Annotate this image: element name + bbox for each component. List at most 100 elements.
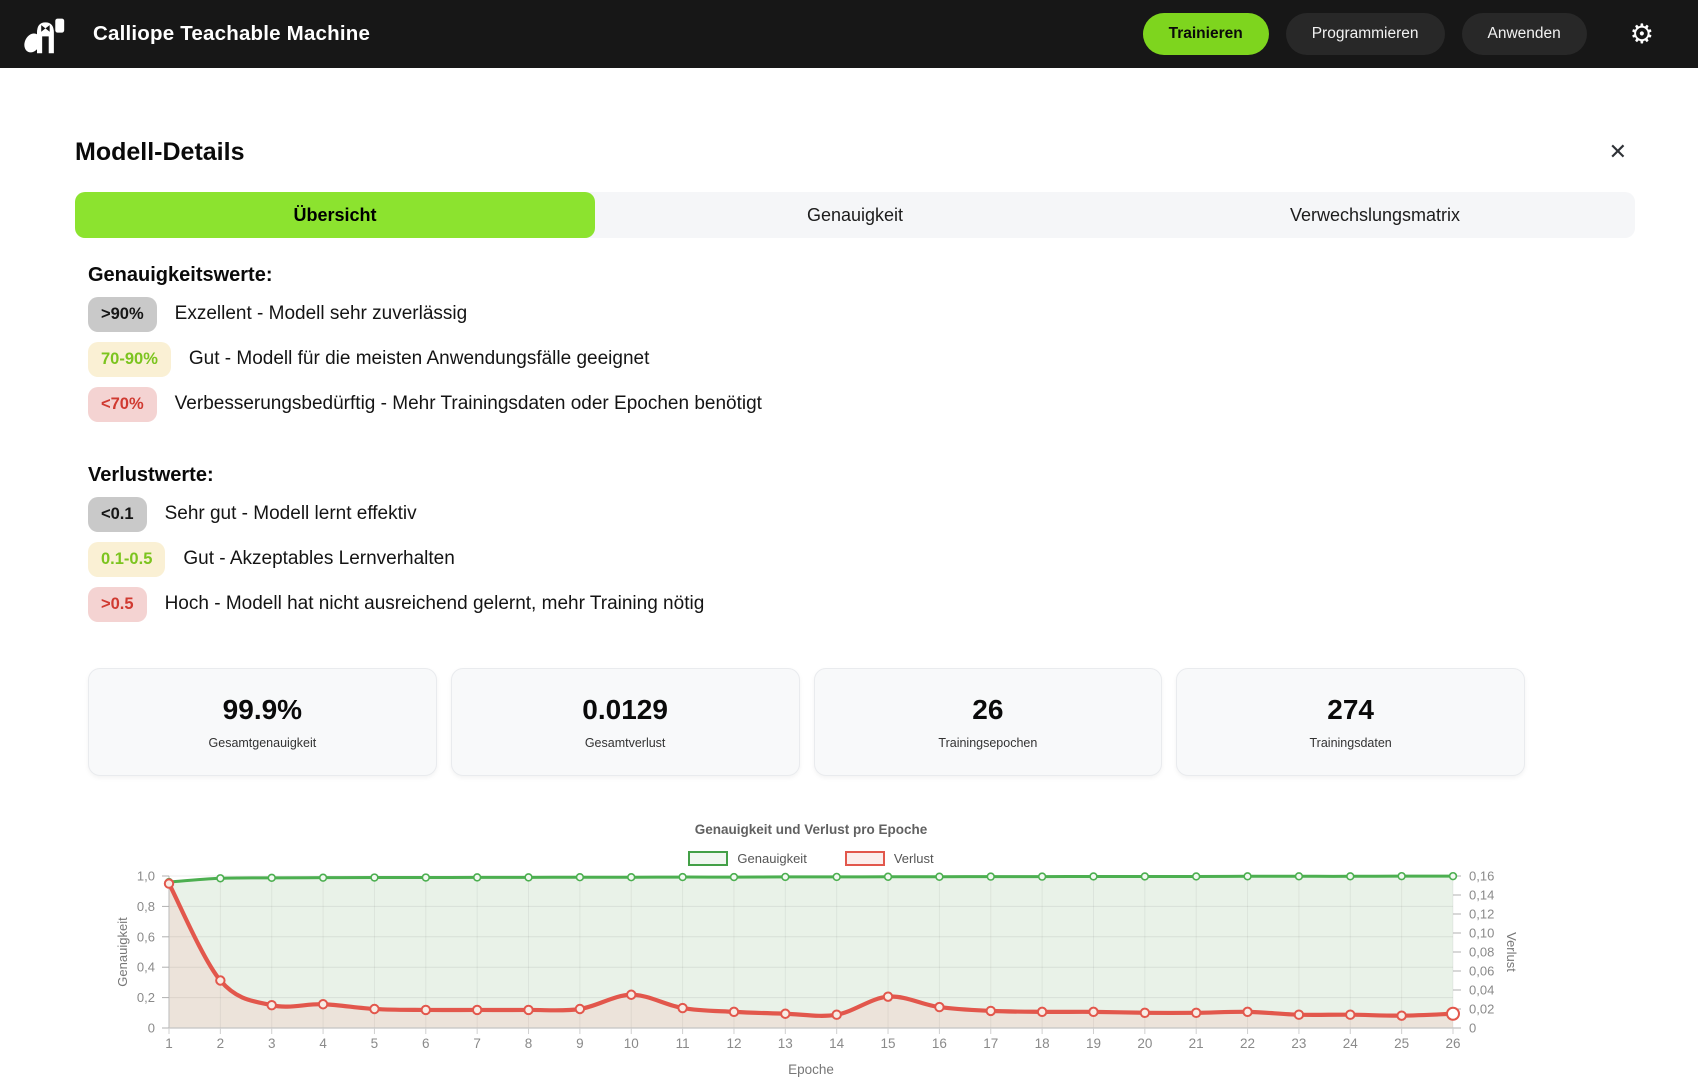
badge-gt90: >90% (88, 296, 157, 332)
svg-text:3: 3 (268, 1036, 276, 1051)
stat-label: Gesamtgenauigkeit (208, 736, 317, 750)
svg-text:5: 5 (371, 1036, 379, 1051)
loss-values-heading: Verlustwerte: (88, 464, 214, 486)
svg-text:Genauigkeit: Genauigkeit (115, 917, 130, 987)
svg-text:0: 0 (148, 1021, 155, 1036)
svg-text:22: 22 (1240, 1036, 1255, 1051)
legend-item-genauigkeit: Genauigkeit (688, 851, 807, 866)
svg-text:13: 13 (778, 1036, 793, 1051)
header-nav: Trainieren Programmieren Anwenden ⚙ (1142, 13, 1654, 55)
model-details-panel: Modell-Details ✕ Übersicht Genauigkeit V… (0, 136, 1698, 1080)
stat-card-gesamtgenauigkeit: 99.9% Gesamtgenauigkeit (88, 668, 437, 776)
nav-programmieren-button[interactable]: Programmieren (1285, 13, 1445, 55)
page-title: Modell-Details (75, 138, 245, 166)
svg-text:11: 11 (676, 1036, 690, 1051)
svg-text:26: 26 (1445, 1036, 1460, 1051)
stat-label: Trainingsepochen (938, 736, 1038, 750)
legend-item-verlust: Verlust (844, 851, 934, 866)
svg-text:0,6: 0,6 (137, 929, 155, 944)
svg-text:18: 18 (1035, 1036, 1050, 1051)
badge-gt0.5: >0.5 (88, 586, 147, 622)
accuracy-row-text: Gut - Modell für die meisten Anwendungsf… (188, 348, 650, 369)
loss-row-text: Hoch - Modell hat nicht ausreichend gele… (164, 593, 705, 614)
badge-0.1-0.5: 0.1-0.5 (88, 541, 166, 577)
legend-swatch-green (688, 851, 729, 866)
chart-legend: Genauigkeit Verlust (169, 851, 1453, 866)
svg-text:0,02: 0,02 (1469, 1002, 1494, 1017)
legend-label: Verlust (893, 851, 934, 866)
svg-text:12: 12 (726, 1036, 741, 1051)
loss-row-verygood: <0.1 Sehr gut - Modell lernt effektiv (88, 496, 1635, 532)
stat-label: Trainingsdaten (1309, 736, 1392, 750)
badge-70-90: 70-90% (88, 341, 171, 377)
accuracy-row-text: Verbesserungsbedürftig - Mehr Trainingsd… (174, 393, 762, 414)
app-title: Calliope Teachable Machine (93, 22, 371, 45)
stat-value: 26 (972, 694, 1004, 725)
svg-text:6: 6 (422, 1036, 430, 1051)
loss-row-text: Sehr gut - Modell lernt effektiv (164, 503, 417, 524)
stat-value: 99.9% (222, 694, 303, 725)
details-tab-bar: Übersicht Genauigkeit Verwechslungsmatri… (75, 192, 1635, 238)
svg-text:0,8: 0,8 (137, 899, 155, 914)
svg-text:0,06: 0,06 (1469, 964, 1494, 979)
svg-text:0,16: 0,16 (1469, 870, 1494, 884)
svg-text:0,08: 0,08 (1469, 945, 1494, 960)
svg-text:7: 7 (473, 1036, 481, 1051)
svg-text:2: 2 (217, 1036, 225, 1051)
svg-text:Epoche: Epoche (788, 1062, 834, 1077)
accuracy-row-needs-improvement: <70% Verbesserungsbedürftig - Mehr Train… (88, 386, 1635, 422)
svg-text:10: 10 (624, 1036, 639, 1051)
legend-label: Genauigkeit (737, 851, 807, 866)
svg-text:1: 1 (165, 1036, 173, 1051)
svg-text:15: 15 (881, 1036, 896, 1051)
tab-genauigkeit[interactable]: Genauigkeit (595, 192, 1115, 238)
svg-text:23: 23 (1291, 1036, 1306, 1051)
app-logo-icon (24, 18, 65, 53)
accuracy-row-excellent: >90% Exzellent - Modell sehr zuverlässig (88, 296, 1635, 332)
svg-text:9: 9 (576, 1036, 584, 1051)
svg-text:0,4: 0,4 (137, 960, 155, 975)
nav-trainieren-button[interactable]: Trainieren (1142, 13, 1269, 55)
loss-row-text: Gut - Akzeptables Lernverhalten (183, 548, 455, 569)
svg-text:25: 25 (1394, 1036, 1409, 1051)
badge-lt70: <70% (88, 386, 157, 422)
stat-card-trainingsdaten: 274 Trainingsdaten (1176, 668, 1525, 776)
close-icon[interactable]: ✕ (1601, 136, 1635, 169)
legend-swatch-red (844, 851, 885, 866)
loss-row-high: >0.5 Hoch - Modell hat nicht ausreichend… (88, 586, 1635, 622)
svg-text:0,12: 0,12 (1469, 907, 1494, 922)
svg-text:8: 8 (525, 1036, 533, 1051)
svg-text:19: 19 (1086, 1036, 1101, 1051)
accuracy-loss-line-chart: 1,0 0,8 0,6 0,4 0,2 0 0,16 0,14 0,12 0,10 0,08 0,06… (115, 870, 1519, 1077)
settings-gear-icon[interactable]: ⚙ (1629, 18, 1654, 50)
stat-card-trainingsepochen: 26 Trainingsepochen (813, 668, 1163, 776)
svg-text:0,2: 0,2 (137, 990, 155, 1005)
epoch-chart-section: Genauigkeit und Verlust pro Epoche Genau… (115, 822, 1525, 1080)
svg-text:17: 17 (983, 1036, 998, 1051)
loss-row-good: 0.1-0.5 Gut - Akzeptables Lernverhalten (88, 541, 1635, 577)
svg-text:Verlust: Verlust (1504, 932, 1519, 972)
nav-anwenden-button[interactable]: Anwenden (1461, 13, 1587, 55)
svg-text:20: 20 (1137, 1036, 1152, 1051)
tab-verwechslungsmatrix[interactable]: Verwechslungsmatrix (1115, 192, 1635, 238)
app-header: Calliope Teachable Machine Trainieren Pr… (0, 0, 1698, 68)
accuracy-row-text: Exzellent - Modell sehr zuverlässig (174, 303, 468, 324)
svg-text:0,14: 0,14 (1469, 888, 1494, 903)
badge-lt0.1: <0.1 (88, 496, 147, 532)
svg-text:16: 16 (932, 1036, 947, 1051)
accuracy-values-heading: Genauigkeitswerte: (88, 264, 273, 286)
svg-text:4: 4 (319, 1036, 327, 1051)
stat-cards: 99.9% Gesamtgenauigkeit 0.0129 Gesamtver… (88, 668, 1525, 776)
svg-text:0: 0 (1469, 1021, 1476, 1036)
stat-value: 274 (1327, 694, 1374, 725)
stat-label: Gesamtverlust (584, 736, 666, 750)
svg-text:0,04: 0,04 (1469, 983, 1494, 998)
svg-text:14: 14 (829, 1036, 845, 1051)
stat-value: 0.0129 (582, 694, 668, 725)
chart-title: Genauigkeit und Verlust pro Epoche (694, 822, 928, 837)
svg-text:21: 21 (1189, 1036, 1204, 1051)
stat-card-gesamtverlust: 0.0129 Gesamtverlust (450, 668, 800, 776)
panel-title-row: Modell-Details ✕ (75, 136, 1635, 169)
svg-text:0,10: 0,10 (1469, 926, 1494, 941)
tab-uebersicht[interactable]: Übersicht (75, 192, 595, 238)
